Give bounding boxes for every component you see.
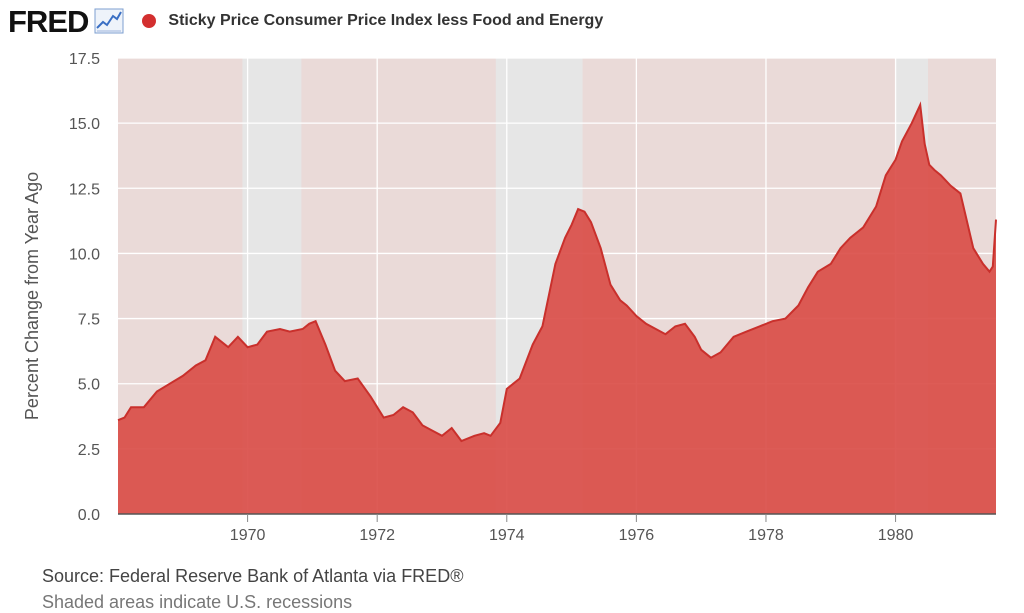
x-tick-label: 1976 [619,527,655,544]
y-axis-ticks: 0.0 2.5 5.0 7.5 10.0 12.5 15.0 17.5 [69,51,100,524]
x-tick-label: 1974 [489,527,525,544]
x-tick-label: 1980 [878,527,914,544]
series-line [117,101,997,443]
series-area[interactable] [118,104,996,515]
y-tick-label: 12.5 [69,181,100,198]
x-tick-label: 1972 [359,527,395,544]
y-tick-label: 7.5 [78,312,100,329]
x-axis-ticks: 1970 1972 1974 1976 1978 1980 [230,514,914,544]
y-axis-label: Percent Change from Year Ago [22,172,42,420]
chart-header: FRED Sticky Price Consumer Price Index l… [8,4,603,38]
legend-series-title: Sticky Price Consumer Price Index less F… [168,12,604,29]
y-tick-label: 2.5 [78,442,100,459]
x-tick-label: 1978 [748,527,784,544]
y-tick-label: 17.5 [69,51,100,68]
y-tick-label: 15.0 [69,116,100,133]
y-tick-label: 10.0 [69,246,100,263]
line-chart[interactable]: 0.02.55.07.510.012.515.017.5 1970 1972 197… [0,0,1024,560]
fred-logo[interactable]: FRED [8,3,89,39]
x-tick-label: 1970 [230,527,266,544]
legend-marker [142,14,157,28]
recession-note: Shaded areas indicate U.S. recessions [42,592,353,612]
chart-trend-icon [94,8,124,34]
y-tick-label: 0.0 [78,507,100,524]
source-note: Source: Federal Reserve Bank of Atlanta … [42,566,464,586]
y-tick-label: 5.0 [78,377,100,394]
